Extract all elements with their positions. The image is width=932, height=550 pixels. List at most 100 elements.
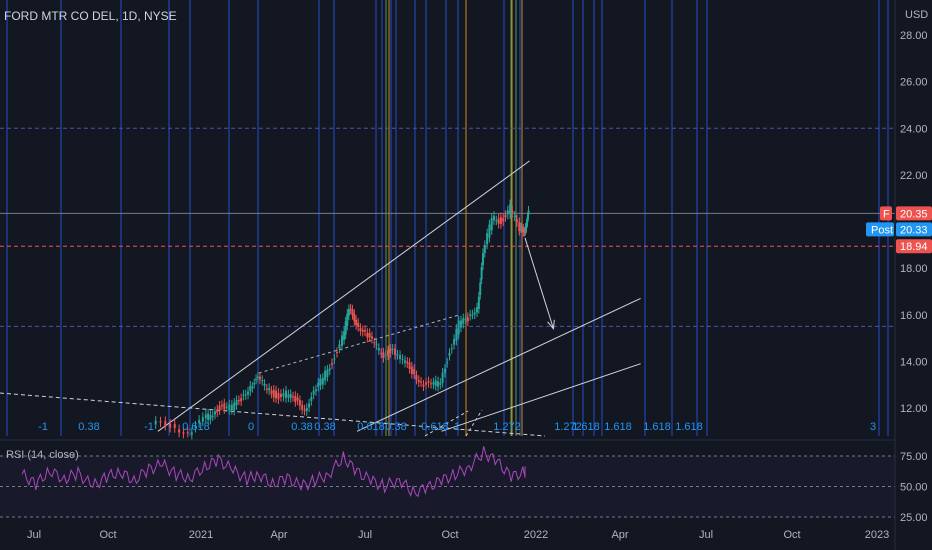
time-axis[interactable]: Jul Oct 2021 Apr Jul Oct 2022 Apr Jul Oct 2023: [27, 529, 889, 541]
candle-body: [410, 366, 413, 374]
candle-body: [441, 372, 444, 383]
candle-body: [194, 425, 197, 428]
fib-time-label: 0.38: [385, 421, 406, 433]
trendline-short-dashed[interactable]: [424, 410, 469, 437]
rsi-line: [21, 446, 526, 498]
candle-body: [455, 328, 458, 341]
candle-body: [476, 307, 479, 313]
candle-body: [251, 386, 254, 388]
candle-body: [448, 352, 451, 356]
trendline-long-downtrend[interactable]: [0, 392, 546, 437]
time-tick-label: 2023: [865, 529, 889, 541]
candle-body: [213, 411, 216, 415]
time-tick-label: Apr: [270, 529, 287, 541]
time-tick-label: Jul: [27, 529, 41, 541]
trendline-1[interactable]: [356, 297, 641, 432]
candle-body: [347, 309, 350, 316]
candle-body: [324, 370, 327, 381]
candle-body: [481, 252, 484, 266]
candle-body: [488, 224, 491, 238]
candle-body: [420, 381, 423, 383]
level-price-tag: [896, 239, 932, 254]
candle-body: [424, 382, 427, 385]
candle-body: [331, 363, 334, 365]
candle-body: [173, 423, 176, 429]
price-tick-label: 14.00: [900, 356, 928, 368]
fib-time-label: 1: [454, 421, 460, 433]
candle-body: [240, 398, 243, 402]
candle-body: [473, 312, 476, 315]
candle-body: [326, 369, 329, 377]
candle-body: [338, 344, 341, 349]
candle-body: [211, 415, 214, 417]
price-tick-label: 28.00: [900, 30, 928, 42]
candle-body: [228, 404, 231, 411]
trendline-short-dashed-2[interactable]: [465, 409, 483, 437]
candle-body: [261, 380, 264, 382]
candle-body: [417, 380, 420, 383]
fib-time-label: 0.38: [78, 421, 99, 433]
trendline-3[interactable]: [258, 314, 460, 374]
candle-body: [218, 405, 221, 411]
candle-body: [434, 380, 437, 386]
candle-body: [527, 210, 530, 216]
candle-body: [493, 215, 496, 221]
price-tick-label: 12.00: [900, 403, 928, 415]
last-price-tag: [896, 206, 932, 221]
candle-body: [437, 381, 440, 387]
candle-body: [355, 319, 358, 326]
candle-body: [289, 394, 292, 399]
candle-body: [253, 383, 256, 385]
candle-body: [292, 396, 295, 398]
time-tick-label: Oct: [441, 529, 458, 541]
candle-body: [265, 388, 268, 390]
candle-body: [399, 355, 402, 359]
candle-body: [344, 321, 347, 335]
candle-body: [477, 296, 480, 309]
candle-body: [349, 308, 352, 310]
price-axis[interactable]: USD 28.00 26.00 24.00 22.00 18.00 16.00 14.00 12…: [900, 9, 928, 415]
candle-body: [298, 400, 301, 406]
candle-body: [186, 432, 189, 434]
candle-body: [201, 417, 204, 422]
candle-body: [519, 227, 522, 229]
candle-body: [523, 231, 526, 233]
candle-body: [182, 432, 185, 434]
price-tick-label: 18.00: [900, 263, 928, 275]
candle-body: [216, 409, 219, 413]
rsi-pane: 75.00 50.00 25.00: [0, 446, 928, 524]
candle-body: [522, 228, 525, 233]
trendline-0[interactable]: [157, 160, 530, 432]
candle-body: [317, 382, 320, 387]
price-tick-label: 26.00: [900, 77, 928, 89]
time-tick-label: Jul: [358, 529, 372, 541]
candle-body: [415, 375, 418, 380]
candle-body: [154, 420, 157, 425]
candle-body: [486, 233, 489, 245]
candle-body: [469, 314, 472, 316]
candle-body: [343, 331, 346, 341]
candle-body: [446, 362, 449, 364]
fib-time-label: 0: [248, 421, 254, 433]
chart-title: FORD MTR CO DEL, 1D, NYSE: [4, 9, 177, 23]
time-tick-label: Jul: [699, 529, 713, 541]
candle-body: [207, 413, 210, 420]
time-tick-label: Oct: [99, 529, 116, 541]
candle-body: [351, 309, 354, 315]
post-label: Post: [871, 224, 893, 236]
candle-body: [518, 222, 521, 231]
time-tick-label: Oct: [783, 529, 800, 541]
candle-body: [364, 329, 367, 332]
trendline-2[interactable]: [441, 363, 641, 432]
candle-body: [209, 414, 212, 420]
candle-body: [357, 322, 360, 327]
candle-body: [526, 217, 529, 223]
candle-body: [321, 377, 324, 385]
candle-body: [225, 406, 228, 408]
forecast-arrow[interactable]: [524, 237, 554, 329]
candle-body: [497, 218, 500, 224]
price-tags: F 20.35 Post 20.33 18.94: [866, 206, 932, 254]
currency-label: USD: [905, 9, 928, 21]
candle-body: [462, 318, 465, 324]
